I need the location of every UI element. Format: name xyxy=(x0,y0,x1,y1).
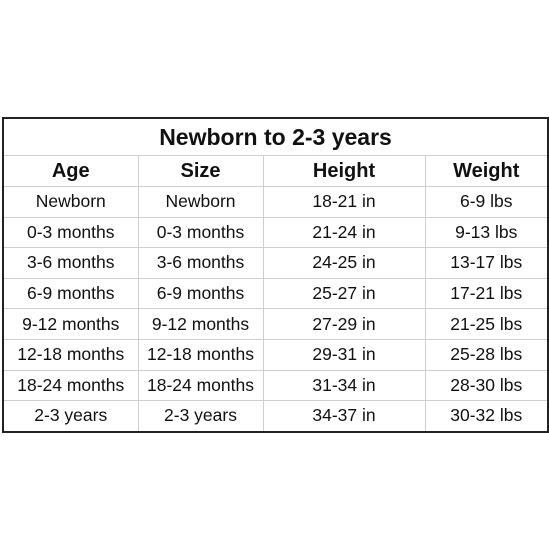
table-row: 6-9 months 6-9 months 25-27 in 17-21 lbs xyxy=(2,277,549,310)
table-cell: 9-12 months xyxy=(137,308,264,340)
header-row: Age Size Height Weight xyxy=(2,155,549,187)
table-cell: 9-12 months xyxy=(2,308,139,340)
table-cell: 2-3 years xyxy=(137,400,264,433)
column-header: Height xyxy=(262,155,426,187)
table-cell: 24-25 in xyxy=(262,247,426,279)
table-row: 3-6 months 3-6 months 24-25 in 13-17 lbs xyxy=(2,247,549,279)
table-cell: 3-6 months xyxy=(137,247,264,279)
table-row: Newborn Newborn 18-21 in 6-9 lbs xyxy=(2,186,549,218)
table-cell: 21-25 lbs xyxy=(424,308,549,340)
table-cell: Newborn xyxy=(2,186,139,218)
table-row: 18-24 months 18-24 months 31-34 in 28-30 lb… xyxy=(2,369,549,402)
table-cell: Newborn xyxy=(137,186,264,218)
table-cell: 31-34 in xyxy=(262,369,426,402)
table-cell: 13-17 lbs xyxy=(424,247,549,279)
table-cell: 3-6 months xyxy=(2,247,139,279)
table-cell: 30-32 lbs xyxy=(424,400,549,433)
table-cell: 28-30 lbs xyxy=(424,369,549,402)
table-cell: 0-3 months xyxy=(137,216,264,249)
size-chart-table: Newborn to 2-3 years Age Size Height Weight… xyxy=(2,117,549,433)
table-cell: 12-18 months xyxy=(2,338,139,371)
table-cell: 18-24 months xyxy=(2,369,139,402)
table-cell: 18-21 in xyxy=(262,186,426,218)
table-cell: 12-18 months xyxy=(137,338,264,371)
table-body: Newborn Newborn 18-21 in 6-9 lbs 0-3 months 0… xyxy=(2,186,549,433)
table-cell: 25-28 lbs xyxy=(424,338,549,371)
table-cell: 34-37 in xyxy=(262,400,426,433)
table-row: 2-3 years 2-3 years 34-37 in 30-32 lbs xyxy=(2,400,549,433)
table-cell: 0-3 months xyxy=(2,216,139,249)
table-cell: 6-9 months xyxy=(137,277,264,310)
table-cell: 21-24 in xyxy=(262,216,426,249)
table-title: Newborn to 2-3 years xyxy=(2,117,549,156)
table-cell: 18-24 months xyxy=(137,369,264,402)
table-row: 12-18 months 12-18 months 29-31 in 25-28 lb… xyxy=(2,338,549,371)
column-header: Age xyxy=(2,155,139,187)
column-header: Size xyxy=(137,155,264,187)
table-cell: 6-9 lbs xyxy=(424,186,549,218)
table-cell: 29-31 in xyxy=(262,338,426,371)
table-cell: 6-9 months xyxy=(2,277,139,310)
table-cell: 25-27 in xyxy=(262,277,426,310)
title-row: Newborn to 2-3 years xyxy=(2,117,549,156)
table-row: 9-12 months 9-12 months 27-29 in 21-25 lbs xyxy=(2,308,549,340)
column-header: Weight xyxy=(424,155,549,187)
table-cell: 27-29 in xyxy=(262,308,426,340)
table-cell: 17-21 lbs xyxy=(424,277,549,310)
table-cell: 9-13 lbs xyxy=(424,216,549,249)
table-row: 0-3 months 0-3 months 21-24 in 9-13 lbs xyxy=(2,216,549,249)
table-cell: 2-3 years xyxy=(2,400,139,433)
